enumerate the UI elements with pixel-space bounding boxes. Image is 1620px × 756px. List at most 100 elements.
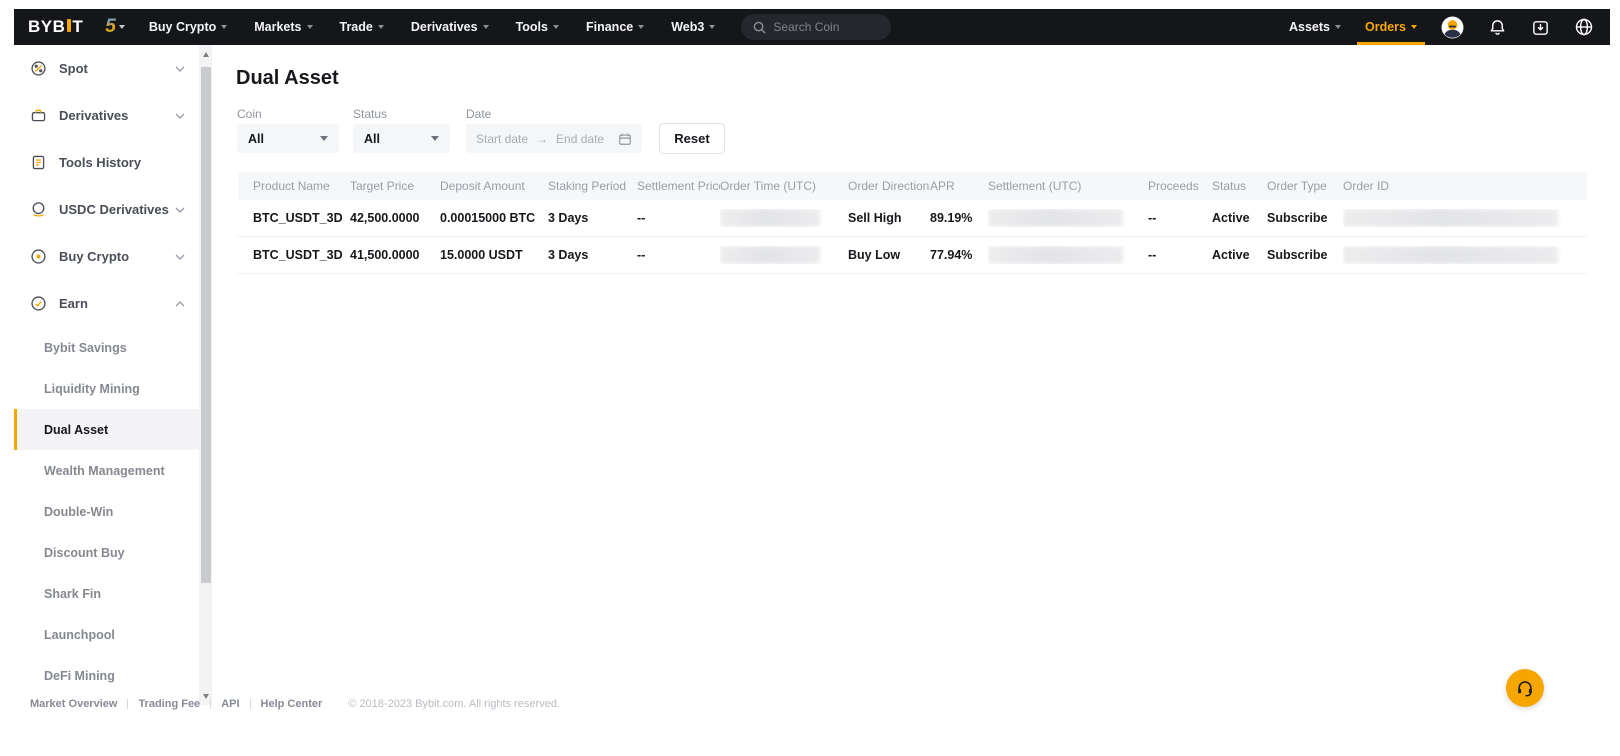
chevron-down-icon (431, 136, 439, 141)
nav-orders[interactable]: Orders (1357, 9, 1425, 45)
reset-button[interactable]: Reset (659, 123, 725, 154)
chevron-down-icon (1411, 25, 1417, 29)
footer-link-trading-fee[interactable]: Trading Fee (138, 698, 201, 710)
sidebar-item-derivatives[interactable]: Derivatives (14, 92, 199, 139)
chevron-down-icon (118, 25, 125, 29)
anniversary-5-icon[interactable]: 5 (105, 16, 125, 38)
sidebar-item-label: Spot (59, 61, 88, 76)
notifications-bell-icon[interactable] (1488, 18, 1507, 37)
orders-active-underline (1357, 42, 1425, 45)
download-app-icon[interactable] (1531, 18, 1550, 37)
table-row: BTC_USDT_3D 41,500.0000 15.0000 USDT 3 Days… (238, 237, 1587, 274)
scrollbar-up-arrow[interactable] (199, 47, 212, 61)
sidebar-item-usdc-derivatives[interactable]: USDC Derivatives (14, 186, 199, 233)
column-header-deposit-amount: Deposit Amount (440, 179, 525, 193)
nav-item-derivatives[interactable]: Derivatives (411, 9, 489, 45)
cell-staking-period: 3 Days (548, 248, 589, 262)
sidebar-item-spot[interactable]: Spot (14, 45, 199, 92)
logo-i-bar (66, 19, 71, 32)
nav-item-markets[interactable]: Markets (254, 9, 313, 45)
cell-order-id (1343, 246, 1602, 264)
nav-item-finance[interactable]: Finance (586, 9, 645, 45)
cell-settlement-utc- (988, 209, 1148, 227)
sidebar-subitem-label: Double-Win (44, 504, 114, 519)
sidebar-item-buy-crypto[interactable]: Buy Crypto (14, 233, 199, 280)
nav-item-trade[interactable]: Trade (340, 9, 384, 45)
table-body: BTC_USDT_3D 42,500.0000 0.00015000 BTC 3 Da… (238, 200, 1587, 274)
nav-item-label: Web3 (671, 20, 705, 34)
scrollbar-thumb[interactable] (200, 67, 211, 583)
support-chat-button[interactable] (1506, 669, 1544, 707)
footer-link-api[interactable]: API (221, 698, 240, 710)
end-date-placeholder: End date (556, 131, 605, 146)
column-header-settlement-price: Settlement Price (637, 179, 720, 193)
status-filter-label: Status (353, 107, 388, 121)
sidebar-item-earn[interactable]: Earn (14, 280, 199, 327)
top-nav: BYB T 5 Buy Crypto Markets Trade Derivatives… (14, 9, 1610, 45)
redacted-value (720, 209, 820, 227)
cell-order-time-utc- (720, 209, 848, 227)
cell-settlement-price: -- (637, 248, 646, 262)
search-icon (753, 21, 766, 34)
cell-order-id (1343, 209, 1602, 227)
redacted-value (720, 246, 820, 264)
sidebar-subitem-discount-buy[interactable]: Discount Buy (14, 532, 199, 573)
sidebar-subitem-double-win[interactable]: Double-Win (14, 491, 199, 532)
sidebar-subitem-shark-fin[interactable]: Shark Fin (14, 573, 199, 614)
date-range-picker[interactable]: Start date → End date (466, 124, 642, 153)
page-title: Dual Asset (236, 67, 339, 89)
footer-link-market-overview[interactable]: Market Overview (30, 698, 118, 710)
coin-filter-label: Coin (237, 107, 262, 121)
cell-settlement-utc- (988, 246, 1148, 264)
nav-item-web3[interactable]: Web3 (671, 9, 716, 45)
search-box[interactable] (741, 14, 892, 40)
column-header-status: Status (1212, 179, 1247, 193)
cell-target-price: 41,500.0000 (350, 248, 420, 262)
cell-status: Active (1212, 248, 1250, 262)
sidebar-subitem-launchpool[interactable]: Launchpool (14, 614, 199, 655)
chevron-up-icon (175, 300, 185, 307)
avatar[interactable] (1441, 16, 1464, 39)
main-content: Dual Asset Coin All Status All Date Star… (212, 45, 1610, 705)
sidebar-subitem-defi-mining[interactable]: DeFi Mining (14, 655, 199, 696)
sidebar-item-label: Derivatives (59, 108, 129, 123)
cell-target-price: 42,500.0000 (350, 211, 420, 225)
sidebar-item-tools-history[interactable]: Tools History (14, 139, 199, 186)
chevron-down-icon (1335, 25, 1341, 29)
anniversary-5-glyph: 5 (105, 16, 116, 37)
table-row: BTC_USDT_3D 42,500.0000 0.00015000 BTC 3 Da… (238, 200, 1587, 237)
scrollbar-down-arrow[interactable] (199, 689, 212, 703)
range-arrow-icon: → (536, 131, 549, 146)
chevron-down-icon (221, 25, 228, 29)
coin-select[interactable]: All (237, 124, 339, 153)
bybit-logo[interactable]: BYB T (28, 17, 83, 37)
sidebar-subitem-bybit-savings[interactable]: Bybit Savings (14, 327, 199, 368)
sidebar-subitem-dual-asset[interactable]: Dual Asset (14, 409, 199, 450)
nav-assets[interactable]: Assets (1289, 9, 1341, 45)
headset-icon (1515, 678, 1535, 698)
nav-item-tools[interactable]: Tools (516, 9, 559, 45)
redacted-value (988, 209, 1123, 227)
sidebar-subitem-liquidity-mining[interactable]: Liquidity Mining (14, 368, 199, 409)
cell-order-type: Subscribe (1267, 248, 1328, 262)
cell-order-direction: Sell High (848, 211, 902, 225)
nav-item-label: Trade (339, 20, 373, 34)
sidebar-subitem-label: Dual Asset (44, 422, 109, 437)
redacted-value (1343, 246, 1558, 264)
nav-item-label: Markets (254, 20, 302, 34)
footer-link-help-center[interactable]: Help Center (260, 698, 323, 710)
redacted-value (988, 246, 1123, 264)
sidebar-subitem-wealth-management[interactable]: Wealth Management (14, 450, 199, 491)
nav-item-buy-crypto[interactable]: Buy Crypto (148, 9, 228, 45)
sidebar-scrollbar[interactable] (199, 45, 212, 705)
footer-separator (249, 699, 251, 709)
search-input[interactable] (773, 20, 880, 34)
sidebar-subitem-label: Launchpool (44, 627, 115, 642)
nav-item-label: Buy Crypto (148, 20, 217, 34)
language-globe-icon[interactable] (1574, 17, 1594, 37)
cell-deposit-amount: 15.0000 USDT (440, 248, 523, 262)
tools-history-icon (30, 154, 47, 171)
status-select[interactable]: All (353, 124, 450, 153)
column-header-apr: APR (930, 179, 955, 193)
sidebar-subitem-label: Shark Fin (44, 586, 101, 601)
